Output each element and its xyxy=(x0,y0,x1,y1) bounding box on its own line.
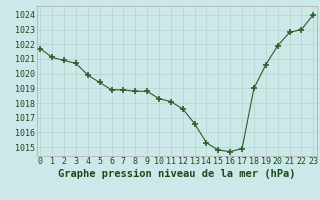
X-axis label: Graphe pression niveau de la mer (hPa): Graphe pression niveau de la mer (hPa) xyxy=(58,169,296,179)
